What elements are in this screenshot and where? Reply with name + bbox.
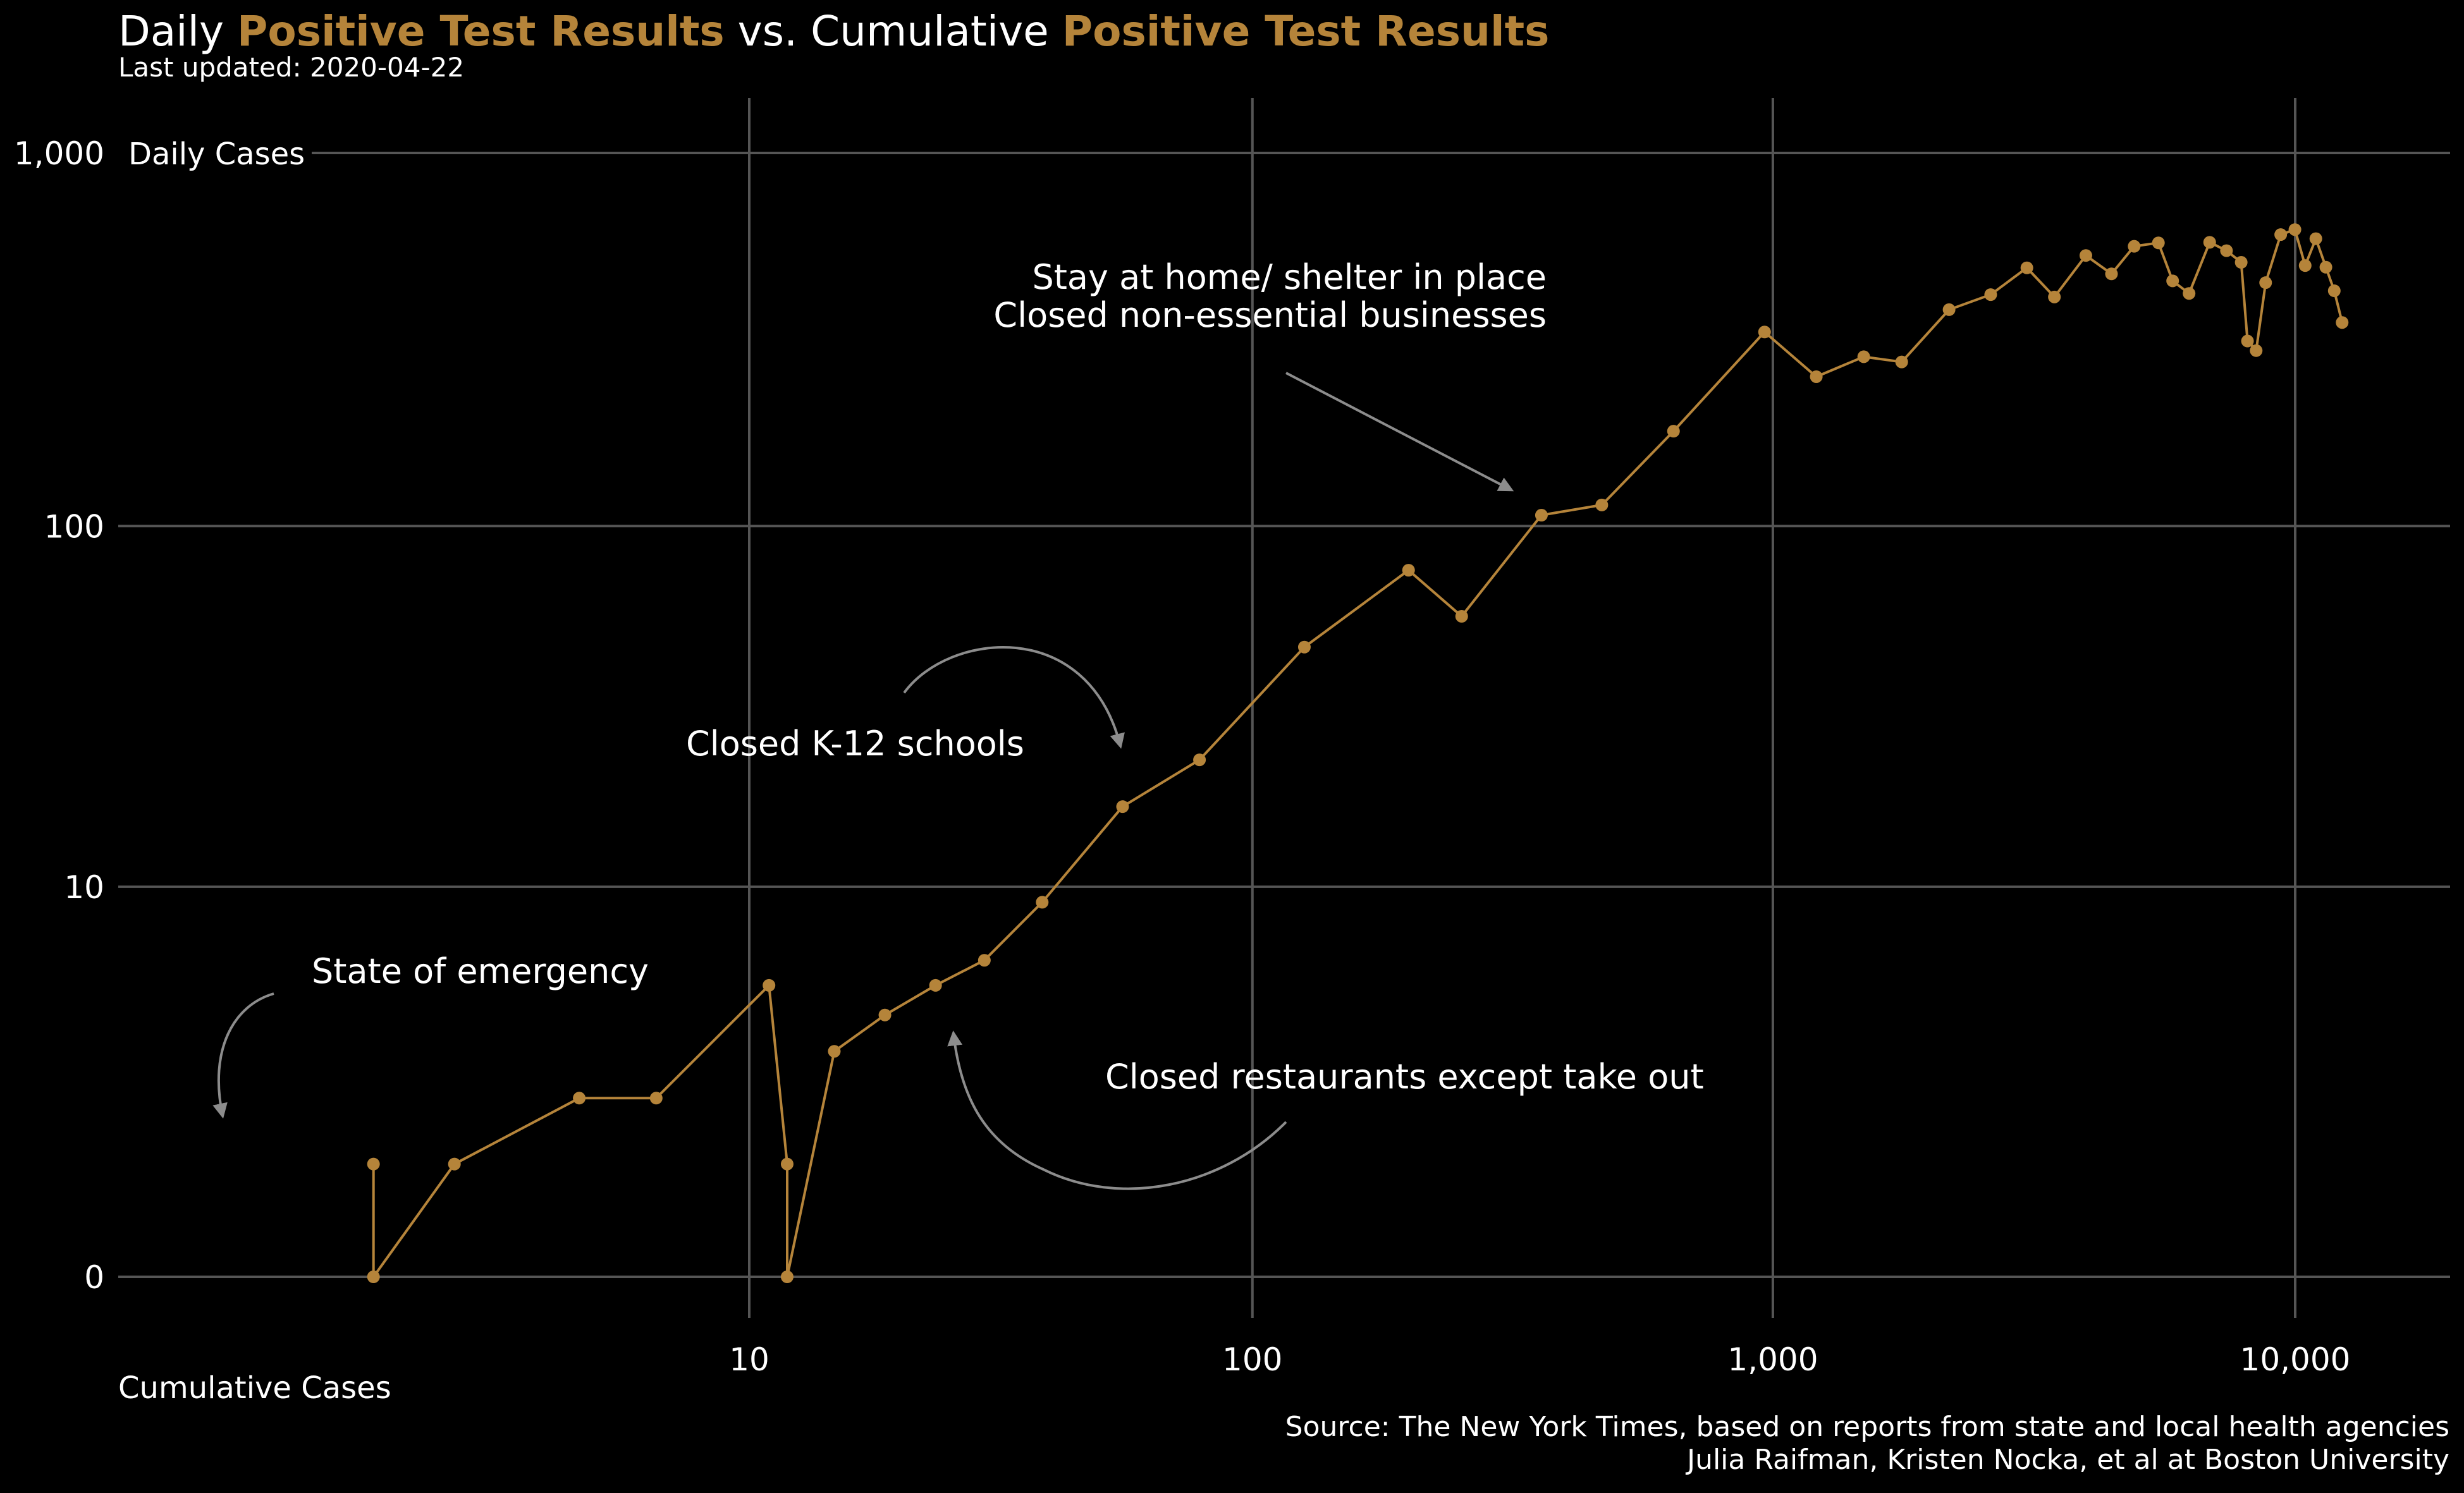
title-part-1: Positive Test Results <box>236 7 725 56</box>
data-point <box>1297 640 1311 654</box>
grid-lines <box>118 98 2450 1318</box>
data-point <box>2152 236 2165 250</box>
data-point <box>649 1092 663 1105</box>
data-point <box>1810 370 1823 383</box>
data-point <box>573 1092 586 1105</box>
data-point <box>2079 249 2092 262</box>
data-point <box>2274 228 2288 241</box>
data-point <box>2241 334 2254 348</box>
data-point <box>2220 244 2233 257</box>
y-axis-label: Daily Cases <box>128 137 305 172</box>
source-line-1: Source: The New York Times, based on rep… <box>1285 1411 2449 1443</box>
data-point <box>978 954 991 967</box>
title-part-3: Positive Test Results <box>1062 7 1550 56</box>
data-point <box>2259 276 2272 289</box>
data-point <box>1895 355 1908 369</box>
data-point <box>828 1045 841 1058</box>
data-point <box>2327 284 2341 298</box>
data-point <box>2203 236 2216 249</box>
data-point <box>2319 260 2332 274</box>
title-part-2: vs. Cumulative <box>724 7 1062 56</box>
annotation-state-of-emergency: State of emergency <box>312 951 649 991</box>
data-point <box>1402 564 1415 577</box>
x-tick-label: 10 <box>729 1341 769 1378</box>
source-note: Source: The New York Times, based on rep… <box>1285 1411 2449 1477</box>
title-part-0: Daily <box>118 7 237 56</box>
data-point <box>2183 287 2196 300</box>
data-point <box>1116 800 1129 814</box>
annotation-k12-schools: Closed K-12 schools <box>686 724 1024 764</box>
annotation-stay-at-home-line2: Closed non-essential businesses <box>993 295 1547 335</box>
data-point <box>2020 261 2033 274</box>
axis-labels: 0 10 100 1,000 10 100 1,000 10,000 Daily Cases Cu… <box>14 135 2351 1406</box>
data-point <box>2234 256 2248 269</box>
y-tick-label: 10 <box>64 869 104 906</box>
arrow-restaurants <box>947 1030 1287 1190</box>
annotation-restaurants: Closed restaurants except take out <box>1105 1057 1704 1097</box>
data-point <box>2250 344 2263 357</box>
chart-subtitle: Last updated: 2020-04-22 <box>118 52 465 83</box>
source-line-2: Julia Raifman, Kristen Nocka, et al at B… <box>1687 1444 2449 1476</box>
chart-title: Daily Positive Test Results vs. Cumulati… <box>118 6 1549 57</box>
data-point <box>1535 509 1548 522</box>
series-group <box>367 223 2349 1283</box>
data-point <box>780 1271 794 1283</box>
series-line <box>372 228 2344 1281</box>
data-point <box>1758 326 1771 339</box>
data-point <box>1193 753 1206 767</box>
x-tick-label: 100 <box>1222 1341 1282 1378</box>
data-point <box>2128 240 2141 253</box>
data-point <box>2105 267 2118 281</box>
data-point <box>1857 350 1870 363</box>
data-point <box>1595 498 1609 511</box>
data-point <box>1455 610 1468 623</box>
data-point <box>1667 425 1680 438</box>
data-point <box>780 1157 794 1171</box>
arrow-stay-at-home <box>1285 372 1514 492</box>
x-axis-label: Cumulative Cases <box>118 1370 391 1406</box>
x-tick-label: 1,000 <box>1727 1341 1818 1378</box>
y-tick-label: 1,000 <box>14 135 104 172</box>
data-point <box>1984 288 1997 302</box>
data-point <box>1942 303 1956 316</box>
arrow-state-of-emergency <box>212 992 274 1119</box>
data-point <box>878 1008 892 1021</box>
data-point <box>2309 232 2322 245</box>
arrow-k12-schools <box>903 646 1125 749</box>
data-point <box>2336 316 2349 329</box>
data-point <box>2298 259 2312 272</box>
data-point <box>2288 223 2302 236</box>
data-point <box>763 978 776 992</box>
data-point <box>1036 896 1049 909</box>
data-point <box>367 1157 380 1171</box>
data-point <box>2048 290 2061 303</box>
y-tick-label: 100 <box>44 508 104 545</box>
annotation-texts: State of emergency Closed K-12 schools C… <box>312 257 1704 1097</box>
data-point <box>929 978 942 992</box>
annotation-arrows <box>212 372 1514 1190</box>
x-tick-label: 10,000 <box>2240 1341 2351 1378</box>
data-point <box>367 1271 380 1283</box>
data-point <box>448 1157 461 1171</box>
y-tick-label: 0 <box>84 1259 104 1296</box>
data-point <box>2166 274 2179 288</box>
annotation-stay-at-home-line1: Stay at home/ shelter in place <box>1032 257 1547 297</box>
